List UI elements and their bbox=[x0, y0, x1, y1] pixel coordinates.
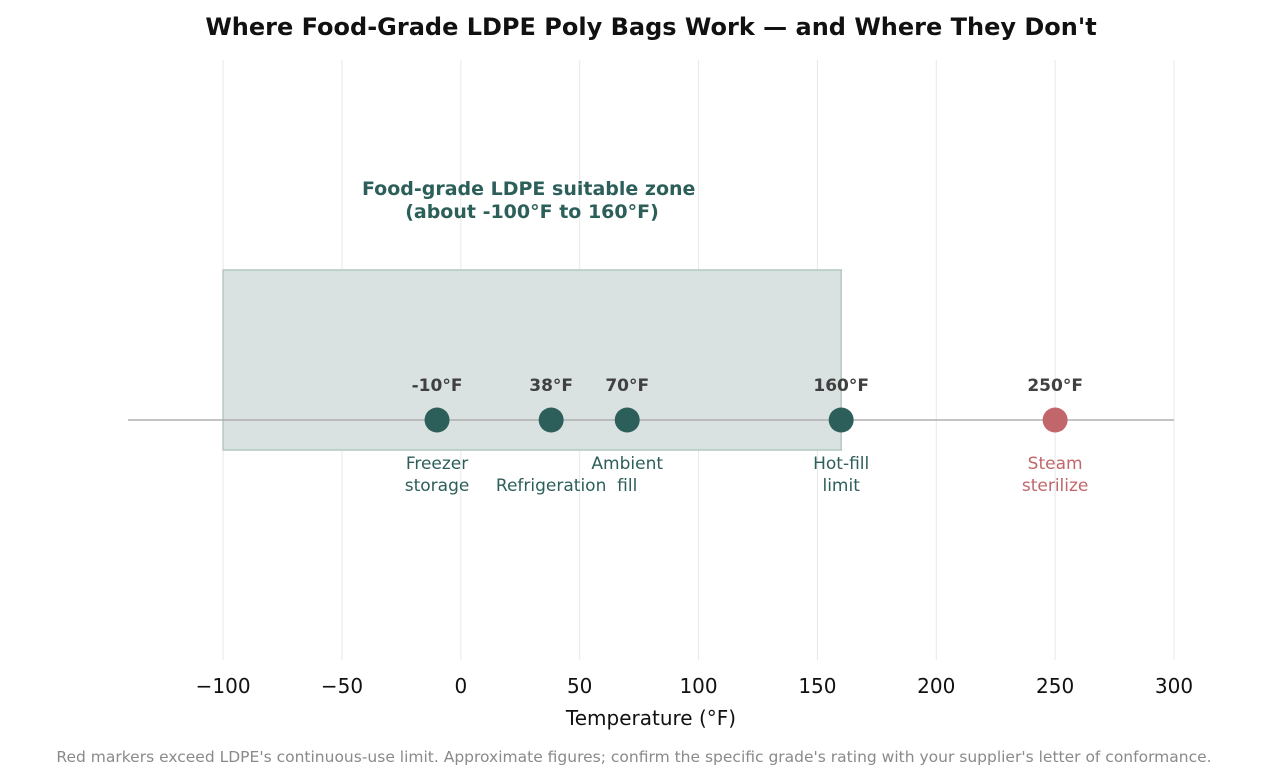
zone-label-line-1: Food-grade LDPE suitable zone bbox=[362, 178, 695, 200]
point-name-label-2: Ambient fill bbox=[591, 454, 663, 496]
x-tick-label-6: 200 bbox=[917, 674, 955, 698]
point-name-label-3: Hot-fill limit bbox=[813, 454, 869, 496]
x-tick-label-4: 100 bbox=[679, 674, 717, 698]
point-name-line-2-1: fill bbox=[617, 476, 637, 496]
zone-label-line-2: (about -100°F to 160°F) bbox=[405, 201, 659, 223]
x-tick-label-8: 300 bbox=[1155, 674, 1193, 698]
point-name-label-4: Steam sterilize bbox=[1022, 454, 1089, 496]
point-marker-3 bbox=[828, 407, 854, 433]
chart-title: Where Food-Grade LDPE Poly Bags Work — a… bbox=[205, 13, 1096, 41]
point-marker-0 bbox=[424, 407, 450, 433]
data-point-4: 250°F Steam sterilize bbox=[1022, 376, 1089, 496]
x-axis-label: Temperature (°F) bbox=[565, 706, 736, 730]
point-name-line-4-1: sterilize bbox=[1022, 476, 1089, 496]
zone-label: Food-grade LDPE suitable zone (about -10… bbox=[362, 178, 702, 223]
point-name-line-1-0: Refrigeration bbox=[496, 476, 606, 496]
point-value-label-4: 250°F bbox=[1027, 376, 1083, 396]
data-point-1: 38°F Refrigeration bbox=[496, 376, 606, 496]
x-tick-label-1: −50 bbox=[321, 674, 363, 698]
point-name-line-2-0: Ambient bbox=[591, 454, 663, 474]
point-name-line-0-1: storage bbox=[405, 476, 470, 496]
footnote: Red markers exceed LDPE's continuous-use… bbox=[56, 748, 1211, 766]
x-tick-label-5: 150 bbox=[798, 674, 836, 698]
data-point-0: -10°F Freezer storage bbox=[405, 376, 470, 496]
data-point-2: 70°F Ambient fill bbox=[591, 376, 663, 496]
point-value-label-3: 160°F bbox=[813, 376, 869, 396]
point-marker-2 bbox=[614, 407, 640, 433]
suitable-zone-band bbox=[222, 269, 842, 451]
point-value-label-0: -10°F bbox=[412, 376, 463, 396]
point-value-label-2: 70°F bbox=[605, 376, 649, 396]
point-name-line-3-1: limit bbox=[822, 476, 860, 496]
x-axis-ticks: −100 −50 0 50 100 150 200 250 300 bbox=[196, 674, 1193, 698]
x-tick-label-0: −100 bbox=[196, 674, 251, 698]
x-tick-label-7: 250 bbox=[1036, 674, 1074, 698]
point-marker-1 bbox=[538, 407, 564, 433]
point-name-label-1: Refrigeration bbox=[496, 476, 606, 496]
point-name-line-0-0: Freezer bbox=[406, 454, 468, 474]
data-point-3: 160°F Hot-fill limit bbox=[813, 376, 869, 496]
point-name-line-4-0: Steam bbox=[1028, 454, 1083, 474]
point-value-label-1: 38°F bbox=[529, 376, 573, 396]
point-marker-4 bbox=[1042, 407, 1068, 433]
point-name-label-0: Freezer storage bbox=[405, 454, 470, 496]
x-tick-label-3: 50 bbox=[567, 674, 592, 698]
point-name-line-3-0: Hot-fill bbox=[813, 454, 869, 474]
x-tick-label-2: 0 bbox=[454, 674, 467, 698]
